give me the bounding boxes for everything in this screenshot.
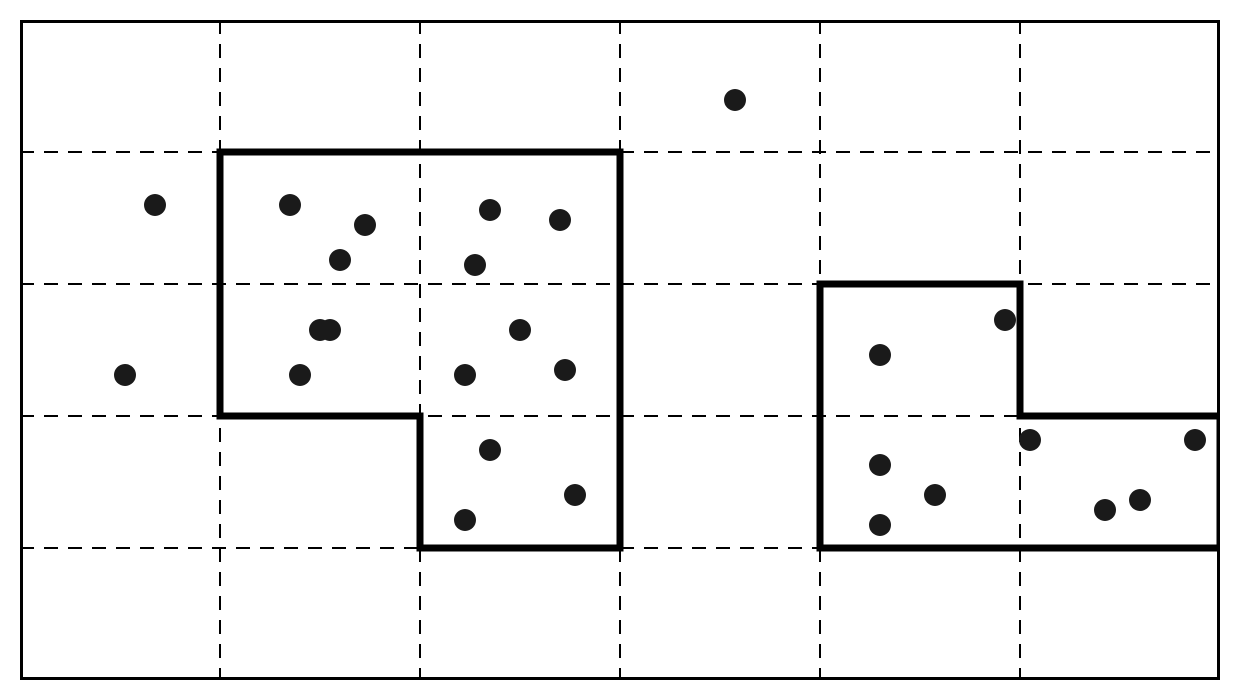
data-point: [869, 454, 891, 476]
data-point: [869, 514, 891, 536]
data-point: [289, 364, 311, 386]
data-point: [1184, 429, 1206, 451]
data-point: [354, 214, 376, 236]
data-point: [924, 484, 946, 506]
grid-clustering-diagram: [20, 20, 1220, 680]
data-point: [319, 319, 341, 341]
data-point: [114, 364, 136, 386]
data-point: [454, 509, 476, 531]
data-point: [1019, 429, 1041, 451]
data-point: [464, 254, 486, 276]
data-point: [1129, 489, 1151, 511]
data-point: [454, 364, 476, 386]
data-point: [479, 199, 501, 221]
data-point: [994, 309, 1016, 331]
data-point: [279, 194, 301, 216]
data-point: [144, 194, 166, 216]
data-point: [869, 344, 891, 366]
data-point: [554, 359, 576, 381]
diagram-svg: [20, 20, 1220, 680]
data-point: [1094, 499, 1116, 521]
data-point: [549, 209, 571, 231]
data-point: [724, 89, 746, 111]
data-point: [479, 439, 501, 461]
data-point: [329, 249, 351, 271]
data-point: [509, 319, 531, 341]
data-point: [564, 484, 586, 506]
